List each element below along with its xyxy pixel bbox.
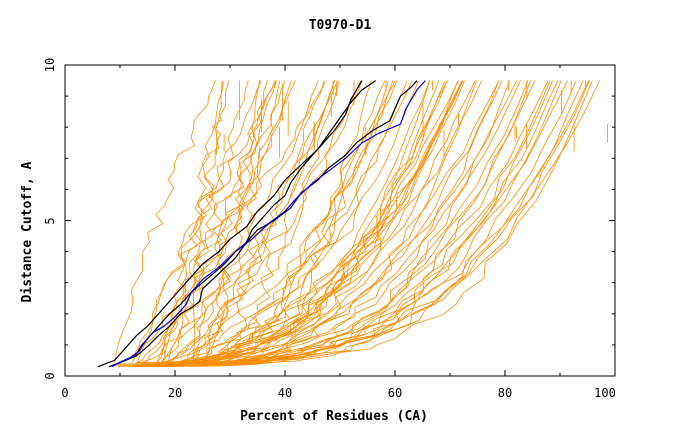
series-line [202, 80, 260, 367]
series-line [145, 80, 396, 366]
chart-title: T0970-D1 [309, 18, 372, 33]
series-line [197, 80, 431, 365]
series-line [199, 80, 281, 366]
series-line [154, 80, 398, 365]
reference-line [97, 80, 377, 368]
x-tick-label-60: 60 [388, 386, 402, 400]
x-axis-label: Percent of Residues (CA) [240, 409, 428, 424]
x-tick-label-80: 80 [498, 386, 512, 400]
series-line [167, 80, 249, 366]
series-line [131, 80, 277, 363]
series-line [119, 80, 327, 363]
series-group [97, 80, 608, 368]
series-line [185, 80, 448, 363]
series-line [170, 80, 476, 364]
x-tick-label-100: 100 [594, 386, 616, 400]
series-line [190, 80, 386, 365]
series-line [150, 80, 521, 367]
series-line [137, 80, 465, 364]
x-tick-label-0: 0 [61, 386, 68, 400]
series-line [136, 80, 262, 364]
y-tick-label-0: 0 [43, 372, 57, 379]
y-tick-label-5: 5 [43, 217, 57, 224]
y-tick-label-10: 10 [43, 58, 57, 72]
reference-line [108, 80, 418, 368]
series-line [165, 80, 363, 366]
series-line [187, 80, 325, 366]
series-line [123, 80, 549, 367]
series-line [151, 80, 335, 365]
series-line [141, 80, 277, 365]
series-line [157, 80, 448, 365]
series-line [114, 80, 216, 364]
series-line [206, 80, 500, 367]
series-line [116, 80, 601, 365]
series-line [137, 80, 319, 364]
highlight-line [111, 80, 426, 368]
series-line [152, 80, 292, 367]
series-line [155, 80, 230, 365]
x-tick-label-20: 20 [168, 386, 182, 400]
series-line [120, 80, 577, 367]
series-line [162, 80, 338, 367]
series-line [162, 80, 275, 363]
plot-frame [64, 64, 616, 377]
series-line [160, 80, 593, 365]
x-tick-label-40: 40 [278, 386, 292, 400]
series-line [157, 80, 362, 367]
tick-marks [64, 64, 616, 377]
y-axis-label: Distance Cutoff, A [20, 161, 35, 302]
series-line [155, 80, 503, 363]
